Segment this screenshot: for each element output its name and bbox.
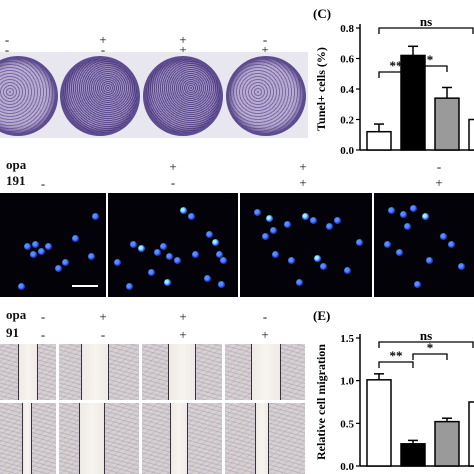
significance-label: ** xyxy=(390,348,403,363)
panel-label: (C) xyxy=(313,6,331,21)
sign: + xyxy=(299,159,307,174)
sign: + xyxy=(179,327,187,342)
y-tick-label: 0.8 xyxy=(340,23,354,35)
y-tick-label: 0.4 xyxy=(340,84,354,96)
sign: + xyxy=(179,32,187,47)
fluorescence-panel-3 xyxy=(240,193,372,297)
sign: + xyxy=(261,42,269,57)
sign: + xyxy=(299,175,307,190)
drug-label: opa xyxy=(6,157,27,172)
scratch-panel-24h-2 xyxy=(59,403,139,474)
sign: + xyxy=(435,175,443,190)
significance-bracket xyxy=(378,341,474,348)
significance-label: * xyxy=(427,52,434,67)
significance-bracket xyxy=(378,27,474,34)
bar xyxy=(366,130,392,151)
y-tick-label: 0.2 xyxy=(340,115,354,127)
sign: - xyxy=(40,176,46,191)
significance-label: * xyxy=(427,340,434,355)
scratch-panel-0h-2 xyxy=(59,344,139,400)
bar xyxy=(434,97,460,151)
sign: - xyxy=(100,42,106,57)
significance-label: ** xyxy=(390,58,403,73)
sign: - xyxy=(4,32,10,47)
sign: - xyxy=(4,42,10,57)
scratch-panel-24h-3 xyxy=(142,403,222,474)
sign: - xyxy=(40,309,46,324)
sign: - xyxy=(170,175,176,190)
scratch-panel-0h-4 xyxy=(225,344,305,400)
scale-bar xyxy=(72,285,98,287)
significance-bracket xyxy=(412,353,448,360)
sign: - xyxy=(262,32,268,47)
dish-image-2 xyxy=(60,56,140,136)
scratch-panel-24h-4 xyxy=(225,403,305,474)
sign: - xyxy=(40,327,46,342)
bar xyxy=(468,401,474,467)
fluorescence-panel-2 xyxy=(108,193,238,297)
y-tick-label: 0.0 xyxy=(340,461,354,473)
migration-chart: (E)Relative cell migration0.00.51.01.5**… xyxy=(313,308,474,473)
sign: + xyxy=(261,327,269,342)
sign: + xyxy=(179,309,187,324)
scratch-panel-0h-1 xyxy=(0,344,56,400)
panel-label: (E) xyxy=(313,308,330,323)
y-axis-label: Tunel+ cells (%) xyxy=(314,47,328,131)
tunel-chart: (C)Tunel+ cells (%)0.00.20.40.60.8** *ns xyxy=(313,6,474,157)
bar xyxy=(366,379,392,467)
bar xyxy=(468,118,474,151)
dish-image-4 xyxy=(226,56,306,136)
drug-label: opa xyxy=(6,307,27,322)
significance-label: ns xyxy=(420,328,432,343)
scratch-panel-0h-3 xyxy=(142,344,222,400)
y-tick-label: 0.6 xyxy=(340,54,354,66)
bar xyxy=(434,420,460,467)
sign: + xyxy=(169,159,177,174)
significance-bracket xyxy=(412,65,448,72)
significance-bracket xyxy=(378,361,414,368)
fluorescence-panel-4 xyxy=(374,193,474,297)
y-tick-label: 1.5 xyxy=(340,333,354,345)
y-tick-label: 0.5 xyxy=(340,418,354,430)
fluorescence-panel-1 xyxy=(0,193,106,297)
scratch-panel-24h-1 xyxy=(0,403,56,474)
significance-bracket xyxy=(378,71,414,78)
sign: + xyxy=(179,42,187,57)
bar xyxy=(400,443,426,467)
sign: - xyxy=(100,327,106,342)
sign: - xyxy=(436,159,442,174)
significance-label: ns xyxy=(420,14,432,29)
y-tick-label: 1.0 xyxy=(340,376,354,388)
sign: + xyxy=(99,32,107,47)
y-tick-label: 0.0 xyxy=(340,145,354,157)
dish-image-3 xyxy=(143,56,223,136)
sign: + xyxy=(99,309,107,324)
inhibitor-label: 91 xyxy=(6,325,19,340)
sign: - xyxy=(262,309,268,324)
y-axis-label: Relative cell migration xyxy=(314,344,328,460)
inhibitor-label: 191 xyxy=(6,173,26,188)
